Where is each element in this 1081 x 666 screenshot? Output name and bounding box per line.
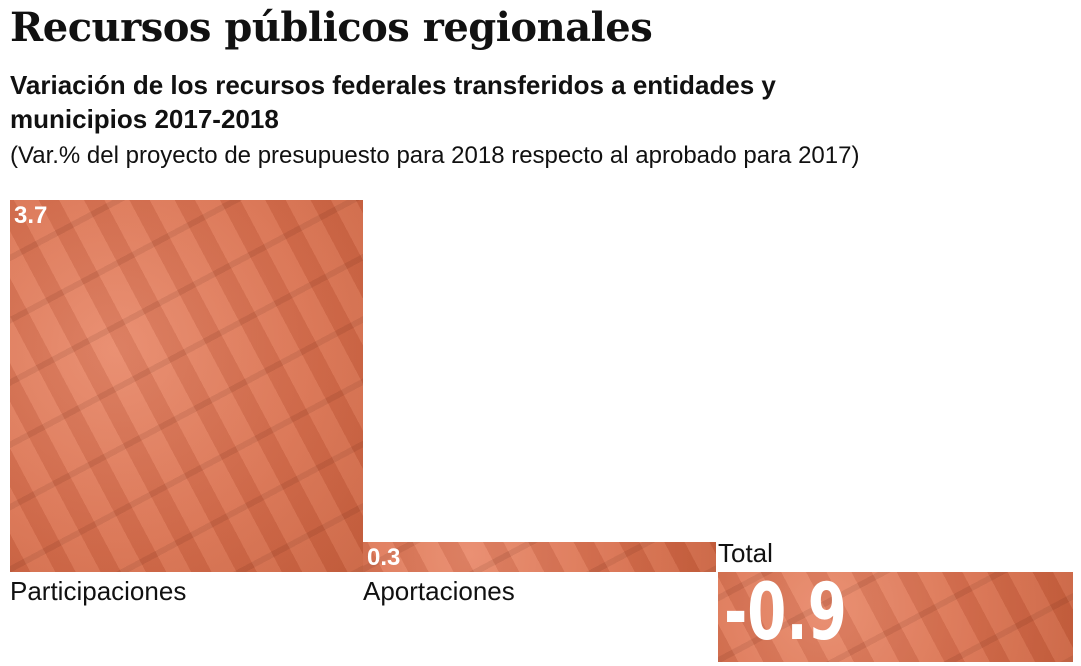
value-label-total: -0.9 [724,568,847,658]
bar-total [718,572,1073,663]
chart-note: (Var.% del proyecto de presupuesto para … [10,142,860,169]
chart-subtitle: Variación de los recursos federales tran… [10,70,776,134]
bar-participaciones [10,200,363,572]
category-label-participaciones: Participaciones [10,576,187,606]
category-label-aportaciones: Aportaciones [363,576,515,606]
bar-aportaciones [363,541,716,572]
value-label-participaciones: 3.7 [14,202,48,230]
category-label-total: Total [718,538,773,568]
chart-title: Recursos públicos regionales [10,4,653,51]
value-label-aportaciones: 0.3 [367,543,401,571]
